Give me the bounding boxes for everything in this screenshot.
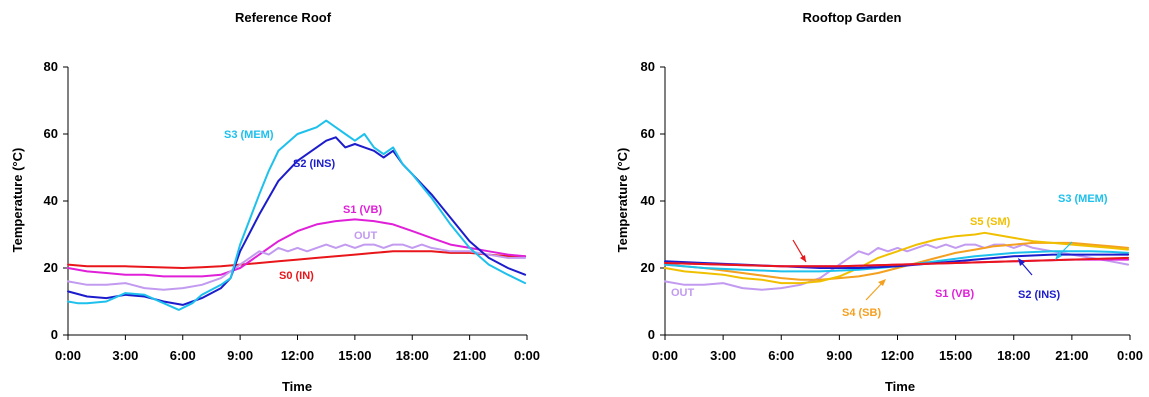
series-line-out xyxy=(664,243,1130,291)
x-tick-label: 15:00 xyxy=(338,348,371,363)
y-tick-label: 80 xyxy=(641,59,655,74)
x-tick-label: 21:00 xyxy=(453,348,486,363)
series-label-s1-vb: S1 (VB) xyxy=(935,288,974,300)
x-tick-label: 12:00 xyxy=(281,348,314,363)
series-line-s3-mem xyxy=(67,119,527,311)
arrow-head xyxy=(1055,252,1062,260)
y-tick-label: 40 xyxy=(44,193,58,208)
x-tick-label: 21:00 xyxy=(1055,348,1088,363)
series-line-s5-sm xyxy=(664,231,1130,285)
series-line-out xyxy=(67,243,527,291)
arrow-head xyxy=(1018,258,1025,266)
arrow-head xyxy=(878,279,886,286)
y-tick-label: 80 xyxy=(44,59,58,74)
series-label-s3-mem: S3 (MEM) xyxy=(1058,193,1108,205)
annotation-arrows xyxy=(792,239,1073,301)
y-axis-title: Temperature (°C) xyxy=(10,148,25,253)
x-tick-label: 0:00 xyxy=(55,348,81,363)
chart-title: Reference Roof xyxy=(235,10,332,25)
x-tick-label: 3:00 xyxy=(710,348,736,363)
x-tick-label: 0:00 xyxy=(514,348,540,363)
x-tick-label: 6:00 xyxy=(170,348,196,363)
series-line-s2-ins xyxy=(67,136,527,306)
x-tick-label: 15:00 xyxy=(939,348,972,363)
x-tick-label: 18:00 xyxy=(997,348,1030,363)
rooftop-garden-chart: Rooftop Garden Temperature (°C) Time 0 20… xyxy=(615,10,1143,394)
series-label-s2-ins: S2 (INS) xyxy=(293,158,336,170)
x-tick-label: 6:00 xyxy=(768,348,794,363)
x-tick-label: 0:00 xyxy=(652,348,678,363)
y-tick-label: 20 xyxy=(641,260,655,275)
series-label-s4-sb: S4 (SB) xyxy=(842,307,881,319)
series-label-out: OUT xyxy=(354,230,378,242)
series-lines xyxy=(664,231,1130,291)
series-line-s0-in xyxy=(664,256,1130,268)
series-line-s3-mem xyxy=(664,250,1130,273)
series-label-s3-mem: S3 (MEM) xyxy=(224,129,274,141)
y-axis-title: Temperature (°C) xyxy=(615,148,630,253)
series-line-s0-in xyxy=(67,250,527,269)
y-tick-label: 0 xyxy=(51,327,58,342)
reference-roof-chart: Reference Roof Temperature (°C) Time 0 20… xyxy=(10,10,540,394)
series-label-s5-sm: S5 (SM) xyxy=(970,216,1011,228)
x-axis-title: Time xyxy=(282,379,312,394)
y-tick-label: 60 xyxy=(641,126,655,141)
x-tick-label: 18:00 xyxy=(396,348,429,363)
chart-title: Rooftop Garden xyxy=(803,10,902,25)
axes: 0 20 40 60 80 0:00 3:00 6:00 9:00 12:00 15:00 18:00… xyxy=(44,59,540,363)
series-label-s1-vb: S1 (VB) xyxy=(343,204,382,216)
y-tick-label: 40 xyxy=(641,193,655,208)
x-tick-label: 3:00 xyxy=(112,348,138,363)
arrow-head xyxy=(800,255,806,262)
series-label-s2-ins: S2 (INS) xyxy=(1018,289,1061,301)
arrow-s4-sb xyxy=(865,281,884,301)
series-label-out: OUT xyxy=(671,287,695,299)
arrow-s3-mem xyxy=(1057,241,1073,257)
series-line-s1-vb xyxy=(67,218,527,278)
series-label-s0-in: S0 (IN) xyxy=(279,270,314,282)
y-tick-label: 0 xyxy=(648,327,655,342)
x-tick-label: 12:00 xyxy=(881,348,914,363)
series-lines xyxy=(67,119,527,311)
x-tick-label: 9:00 xyxy=(227,348,253,363)
y-tick-label: 60 xyxy=(44,126,58,141)
x-tick-label: 9:00 xyxy=(826,348,852,363)
x-tick-label: 0:00 xyxy=(1117,348,1143,363)
y-tick-label: 20 xyxy=(44,260,58,275)
axes: 0 20 40 60 80 0:00 3:00 6:00 9:00 12:00 15:00 18:00… xyxy=(641,59,1143,363)
x-axis-title: Time xyxy=(885,379,915,394)
